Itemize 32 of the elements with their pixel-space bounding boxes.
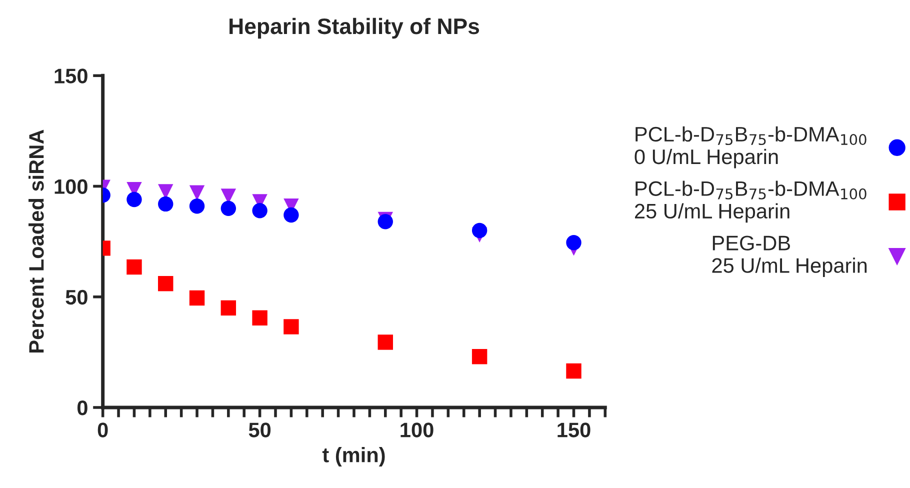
text: PCL-b-D$_{75}$B$_{75}$-b-DMA$_{100}$ 25 U/mL Heparin xyxy=(634,180,866,223)
point xyxy=(220,200,236,216)
x-tick-label: 150 xyxy=(558,422,590,438)
point xyxy=(284,319,299,334)
x-tick-label: 0 xyxy=(98,422,108,438)
point xyxy=(252,202,268,218)
y-tick-label: 150 xyxy=(54,68,88,84)
y-axis-title: Percent Loaded siRNA xyxy=(28,130,44,352)
point xyxy=(220,300,236,316)
point xyxy=(158,276,174,292)
point xyxy=(189,185,205,200)
x-tick-label: 100 xyxy=(400,422,434,438)
point xyxy=(566,235,582,250)
point xyxy=(252,310,268,326)
legend-label: PEG-DB 25 U/mL Heparin xyxy=(712,236,867,278)
y-tick-label: 0 xyxy=(77,400,88,416)
y-tick-label: 50 xyxy=(66,290,88,305)
point xyxy=(126,192,142,208)
point xyxy=(566,363,582,379)
text: PCL-b-D$_{75}$B$_{75}$-b-DMA$_{100}$ 0 U/mL Heparin xyxy=(634,126,866,168)
point xyxy=(472,348,488,364)
x-tick-label: 50 xyxy=(248,422,271,438)
point xyxy=(472,222,488,238)
point xyxy=(284,207,299,223)
y-tick-label: 100 xyxy=(54,179,88,194)
point xyxy=(158,196,174,212)
chart-title: Heparin Stability of NPs xyxy=(230,18,480,39)
point xyxy=(189,198,205,214)
x-axis-title: t (min) xyxy=(322,447,385,466)
point xyxy=(126,259,142,275)
point xyxy=(378,334,393,350)
point xyxy=(189,290,205,306)
